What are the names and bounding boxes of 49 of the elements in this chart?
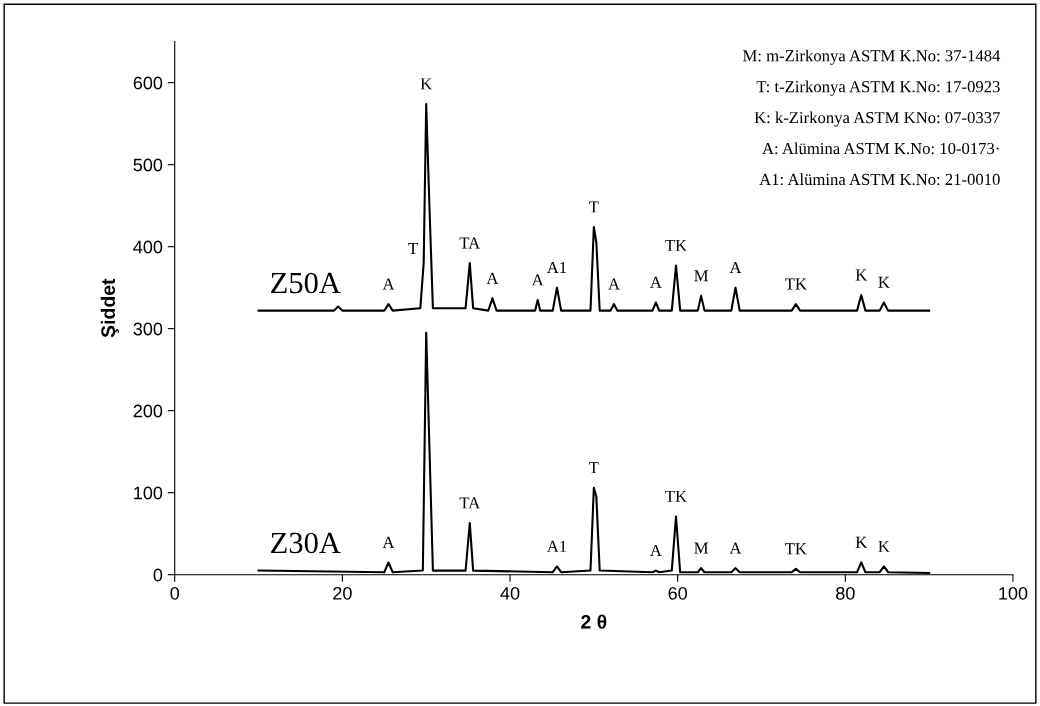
annotation: A xyxy=(382,536,395,548)
y-tick-label: 400 xyxy=(133,240,163,254)
annotation: A xyxy=(382,278,395,290)
annotation: T xyxy=(589,201,599,213)
series-label: Z30A xyxy=(271,532,341,554)
annotation: A xyxy=(486,272,499,284)
annotation: TK xyxy=(785,543,807,555)
y-tick-label: 600 xyxy=(133,76,163,90)
annotation: K xyxy=(878,540,890,552)
x-tick-label: 0 xyxy=(170,586,180,600)
annotation: TA xyxy=(459,237,481,249)
annotation: K xyxy=(878,276,890,288)
y-axis-title: Şiddet xyxy=(100,278,119,338)
x-tick-label: 40 xyxy=(500,586,520,600)
y-tick-label: 100 xyxy=(134,486,163,500)
annotation: A xyxy=(608,278,620,290)
x-axis-title: 2 θ xyxy=(581,614,607,629)
annotation: A1 xyxy=(546,540,567,552)
annotation: A xyxy=(650,276,662,288)
series-label: Z50A xyxy=(271,272,341,294)
annotation: TA xyxy=(459,497,481,509)
annotation: A xyxy=(729,542,742,554)
annotation: M: m-Zirkonya ASTM K.No: 37-1484 xyxy=(743,49,1001,65)
annotation: A: Alümina ASTM K.No: 10-0173· xyxy=(762,142,999,155)
annotation: A xyxy=(531,274,544,286)
annotation: A xyxy=(650,544,662,556)
annotation: TK xyxy=(785,278,807,290)
annotation: K xyxy=(420,78,433,90)
annotation: M xyxy=(694,270,709,282)
annotation: K xyxy=(855,269,868,281)
y-tick-label: 200 xyxy=(133,404,163,418)
x-tick-label: 80 xyxy=(836,586,855,600)
x-tick-label: 20 xyxy=(333,586,352,600)
annotation: A1: Alümina ASTM K.No: 21-0010 xyxy=(759,173,1000,186)
annotation: A1 xyxy=(546,262,567,274)
x-tick-label: 60 xyxy=(668,586,687,600)
x-tick-label: 100 xyxy=(999,586,1028,600)
annotation: K: k-Zirkonya ASTM KNo: 07-0337 xyxy=(754,111,1000,127)
annotation: A xyxy=(729,262,742,274)
y-tick-label: 300 xyxy=(133,322,163,336)
annotation: T: t-Zirkonya ASTM K.No: 17-0923 xyxy=(756,80,1000,96)
annotation: K xyxy=(855,536,868,548)
annotation: M xyxy=(694,542,709,554)
y-tick-label: 0 xyxy=(153,568,163,582)
annotation: T xyxy=(408,243,418,254)
y-tick-label: 500 xyxy=(133,158,163,172)
annotation: TK xyxy=(665,239,687,251)
annotation: TK xyxy=(665,490,687,502)
annotation: T xyxy=(589,462,599,474)
